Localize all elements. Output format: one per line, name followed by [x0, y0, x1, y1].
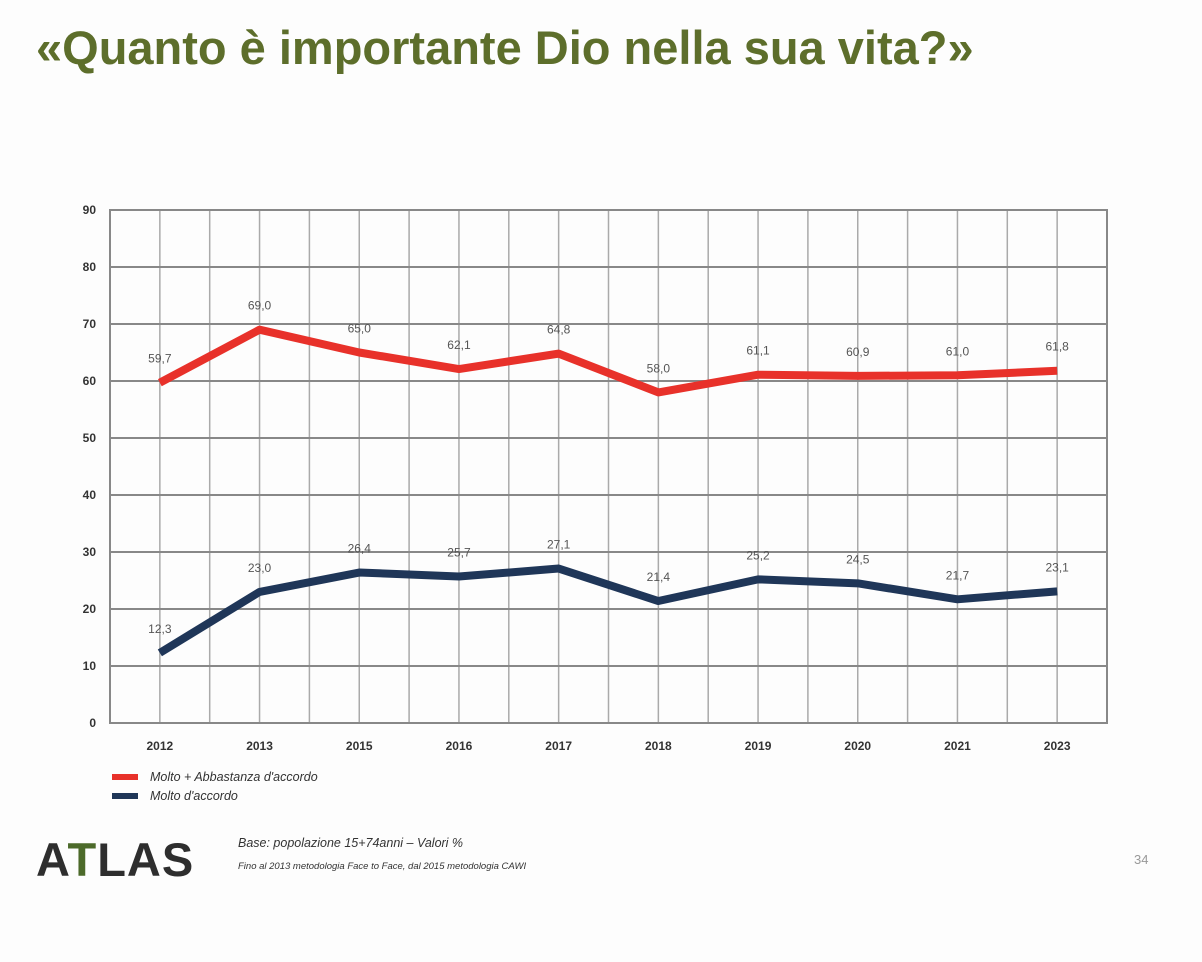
y-tick-label: 0: [89, 716, 96, 730]
data-label: 58,0: [647, 361, 671, 375]
slide-title: «Quanto è importante Dio nella sua vita?…: [36, 21, 974, 74]
series-line-0: [157, 325, 1058, 397]
legend-item-molto: Molto d'accordo: [112, 789, 238, 803]
x-tick-label: 2016: [446, 739, 473, 753]
legend-swatch-navy: [112, 793, 138, 799]
y-tick-label: 10: [83, 659, 97, 673]
data-label: 23,0: [248, 561, 272, 575]
y-tick-label: 80: [83, 260, 97, 274]
chart-lines: [157, 325, 1058, 657]
data-label: 60,9: [846, 345, 870, 359]
data-label: 64,8: [547, 323, 571, 337]
legend-label: Molto + Abbastanza d'accordo: [150, 770, 318, 784]
y-tick-label: 70: [83, 317, 97, 331]
series-line-1: [157, 564, 1058, 657]
data-label: 61,1: [746, 344, 770, 358]
axis-ticks: 0 10 20 30 40 50 60 70 80 90 2012 2013 2015 2016 2017 2…: [83, 203, 1071, 753]
data-label: 27,1: [547, 538, 571, 552]
x-tick-label: 2019: [745, 739, 772, 753]
x-tick-label: 2021: [944, 739, 971, 753]
data-label: 25,2: [746, 548, 770, 562]
data-label: 59,7: [148, 352, 172, 366]
method-note: Fino al 2013 metodologia Face to Face, d…: [238, 861, 527, 872]
y-tick-label: 40: [83, 488, 97, 502]
y-tick-label: 90: [83, 203, 97, 217]
y-tick-label: 60: [83, 374, 97, 388]
data-label: 21,4: [647, 570, 671, 584]
x-tick-label: 2017: [545, 739, 572, 753]
atlas-logo: ATLAS: [36, 833, 195, 886]
data-label: 69,0: [248, 299, 272, 313]
data-label: 24,5: [846, 552, 870, 566]
data-label: 12,3: [148, 622, 172, 636]
x-tick-label: 2020: [844, 739, 871, 753]
data-label: 25,7: [447, 546, 471, 560]
data-label: 61,0: [946, 344, 970, 358]
legend-swatch-red: [112, 774, 138, 780]
base-note: Base: popolazione 15+74anni – Valori %: [238, 836, 464, 850]
data-label: 26,4: [348, 542, 372, 556]
data-label: 62,1: [447, 338, 471, 352]
x-tick-label: 2015: [346, 739, 373, 753]
x-tick-label: 2023: [1044, 739, 1071, 753]
legend-label: Molto d'accordo: [150, 789, 238, 803]
y-tick-label: 30: [83, 545, 97, 559]
x-tick-label: 2018: [645, 739, 672, 753]
page-number: 34: [1134, 852, 1149, 867]
legend-item-total: Molto + Abbastanza d'accordo: [112, 770, 318, 784]
y-tick-label: 50: [83, 431, 97, 445]
x-tick-label: 2012: [146, 739, 173, 753]
chart-grid: [109, 209, 1108, 724]
y-tick-label: 20: [83, 602, 97, 616]
data-label: 21,7: [946, 568, 970, 582]
data-label: 65,0: [348, 322, 372, 336]
x-tick-label: 2013: [246, 739, 273, 753]
data-label: 61,8: [1045, 340, 1069, 354]
data-label: 23,1: [1045, 560, 1069, 574]
data-labels: 59,7 69,0 65,0 62,1 64,8 58,0 61,1 60,9 61,0 61,8…: [148, 299, 1069, 636]
